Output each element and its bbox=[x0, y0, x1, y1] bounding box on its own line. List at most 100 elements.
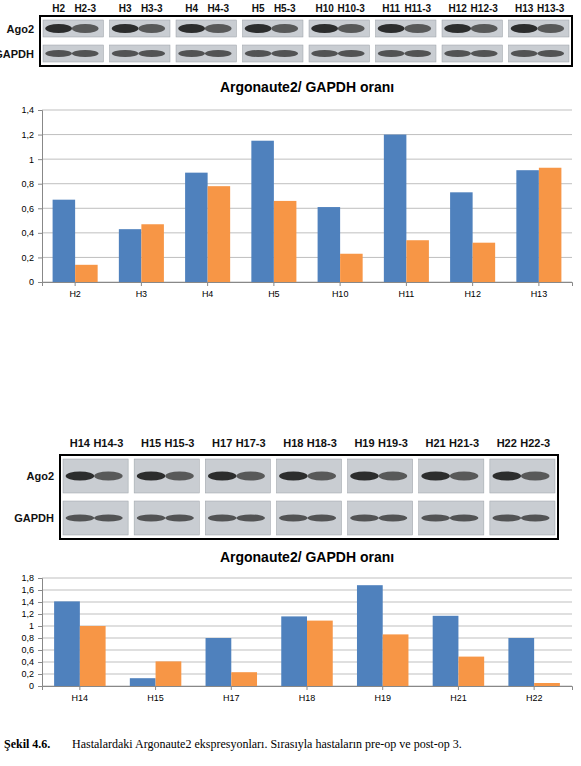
y-tick: 1,2 bbox=[21, 609, 42, 619]
y-tick-mark bbox=[38, 650, 42, 651]
y-tick-mark bbox=[38, 590, 42, 591]
x-tick-mark bbox=[141, 282, 142, 286]
chart-title: Argonaute2/ GAPDH oranı bbox=[220, 79, 394, 95]
bars bbox=[53, 135, 562, 282]
x-tick-label: H21 bbox=[450, 693, 467, 703]
bar bbox=[251, 141, 274, 282]
lane-label: H21 bbox=[426, 437, 446, 449]
y-tick-label: 0,2 bbox=[21, 669, 34, 679]
blot-band bbox=[45, 50, 72, 57]
blot-band bbox=[94, 472, 122, 481]
blot-band bbox=[165, 515, 193, 522]
y-tick-label: 1,6 bbox=[21, 585, 34, 595]
lane-label: H13-3 bbox=[537, 3, 565, 14]
lane-label: H10 bbox=[315, 3, 334, 14]
bar bbox=[130, 678, 156, 686]
figure: H2H2-3H3H3-3H4H4-3H5H5-3H10H10-3H11H11-3… bbox=[0, 0, 581, 766]
blot-band bbox=[511, 50, 538, 57]
blot-band bbox=[444, 24, 471, 33]
blot-band bbox=[112, 24, 139, 33]
bar bbox=[141, 224, 164, 282]
blot-band bbox=[72, 24, 99, 33]
blot-band bbox=[421, 515, 449, 522]
caption-label: Şekil 4.6. bbox=[4, 737, 50, 751]
x-tick-label: H11 bbox=[398, 289, 414, 299]
lane-label: H15 bbox=[141, 437, 161, 449]
blot-band bbox=[378, 24, 405, 33]
x-tick-label: H15 bbox=[147, 693, 164, 703]
y-tick-label: 1,8 bbox=[21, 573, 34, 583]
x-tick: H5 bbox=[268, 282, 280, 299]
x-tick-mark bbox=[75, 282, 76, 286]
lane-label: H22-3 bbox=[520, 437, 550, 449]
x-tick-mark bbox=[79, 686, 80, 690]
y-tick-mark bbox=[38, 662, 42, 663]
blot-panel bbox=[176, 20, 237, 37]
blot-panel bbox=[490, 501, 555, 535]
lane-label: H11 bbox=[382, 3, 400, 14]
blot-band bbox=[271, 50, 298, 57]
x-tick-mark bbox=[155, 686, 156, 690]
lane-label: H17-3 bbox=[236, 437, 266, 449]
blot-band bbox=[245, 24, 272, 33]
bar bbox=[274, 201, 297, 282]
blot-panel bbox=[376, 20, 437, 37]
blot-panel bbox=[490, 459, 555, 493]
y-tick-mark bbox=[38, 282, 42, 283]
lane-label: H19 bbox=[354, 437, 374, 449]
blot-band bbox=[271, 24, 298, 33]
bar-chart: Argonaute2/ GAPDH oranı00,20,40,60,811,2… bbox=[21, 549, 572, 703]
blot-band bbox=[236, 472, 264, 481]
lane-label: H12 bbox=[448, 3, 467, 14]
y-tick: 0,8 bbox=[21, 633, 42, 643]
row-label: Ago2 bbox=[27, 470, 55, 482]
y-axis: 00,20,40,60,811,21,4 bbox=[21, 105, 42, 287]
x-tick-label: H22 bbox=[526, 693, 543, 703]
grid-line bbox=[42, 578, 572, 579]
x-tick-mark bbox=[534, 686, 535, 690]
blot-panel bbox=[43, 20, 104, 37]
y-tick-label: 0 bbox=[29, 681, 34, 691]
blot-frame bbox=[60, 455, 558, 539]
y-tick-label: 1 bbox=[29, 621, 34, 631]
y-tick: 1,6 bbox=[21, 585, 42, 595]
y-tick: 0,4 bbox=[21, 228, 42, 238]
bar bbox=[384, 135, 407, 282]
blot-band bbox=[236, 515, 264, 522]
x-axis-line bbox=[43, 687, 573, 691]
blot-panel bbox=[309, 45, 370, 62]
x-tick: H22 bbox=[526, 686, 543, 703]
lane-label: H2 bbox=[52, 3, 65, 14]
x-tick-mark bbox=[340, 282, 341, 286]
lane-label: H14 bbox=[70, 437, 91, 449]
y-tick-label: 0,4 bbox=[21, 228, 34, 238]
y-axis-line bbox=[38, 579, 43, 687]
grid-line bbox=[42, 614, 572, 615]
x-tick-label: H18 bbox=[299, 693, 316, 703]
bars bbox=[54, 585, 560, 686]
x-tick: H4 bbox=[202, 282, 214, 299]
blot-band bbox=[138, 50, 165, 57]
grid-line bbox=[42, 110, 572, 111]
blot-band bbox=[137, 515, 165, 522]
x-tick-mark bbox=[538, 282, 539, 286]
bar bbox=[534, 683, 560, 686]
blot-panel bbox=[110, 45, 171, 62]
blot-panel bbox=[134, 459, 199, 493]
x-tick: H10 bbox=[332, 282, 349, 299]
bar bbox=[119, 229, 142, 282]
blot-band bbox=[178, 24, 205, 33]
lane-label: H15-3 bbox=[165, 437, 195, 449]
x-tick-label: H19 bbox=[374, 693, 391, 703]
bar bbox=[54, 601, 80, 686]
blot-band bbox=[279, 515, 307, 522]
y-tick-label: 1,2 bbox=[21, 130, 34, 140]
grid-line bbox=[42, 208, 572, 209]
y-tick-label: 1,2 bbox=[21, 609, 34, 619]
y-tick: 0,2 bbox=[21, 253, 42, 263]
row-label: GAPDH bbox=[14, 512, 54, 524]
blot-panel bbox=[509, 45, 570, 62]
x-axis-line bbox=[43, 283, 573, 287]
bar bbox=[406, 240, 429, 282]
y-tick: 1 bbox=[29, 621, 42, 631]
